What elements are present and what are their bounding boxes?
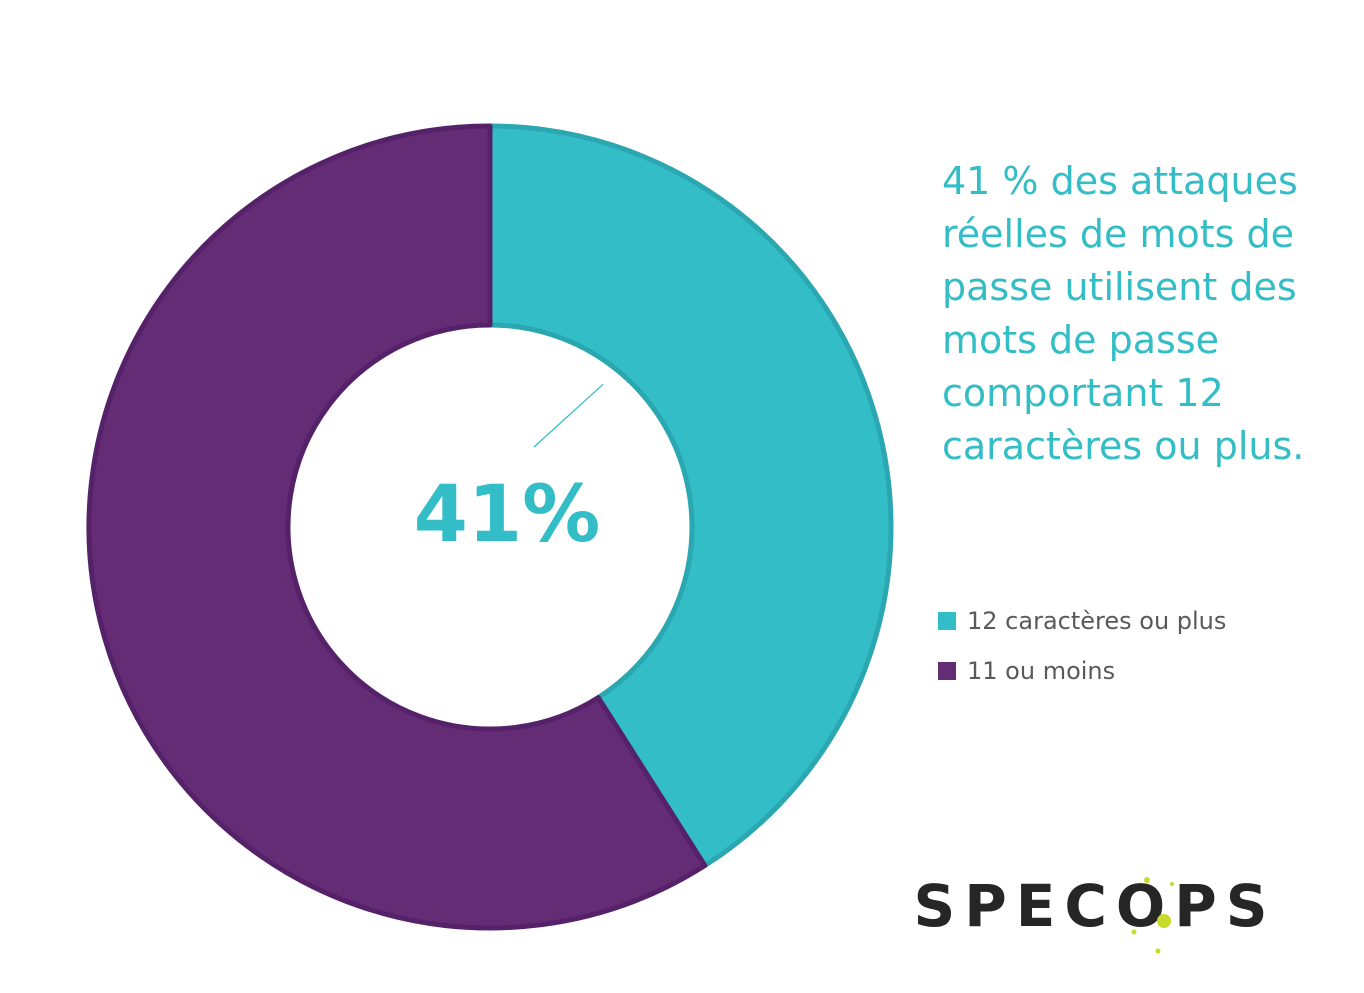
logo-dot-icon: [1170, 882, 1174, 886]
donut-slice-11-minus: [86, 123, 708, 931]
leader-line: [533, 383, 604, 448]
legend-swatch-11-minus: [938, 662, 956, 680]
legend-item-11-minus: 11 ou moins: [938, 646, 1226, 696]
logo-accent-dots-icon: [1131, 877, 1174, 954]
legend-label-12-plus: 12 caractères ou plus: [967, 607, 1227, 635]
chart-legend: 12 caractères ou plus 11 ou moins: [938, 596, 1226, 696]
legend-swatch-12-plus: [938, 612, 956, 630]
center-value-label: 41%: [414, 470, 601, 560]
specops-logo: SPECOPS: [913, 872, 1276, 954]
legend-label-11-minus: 11 ou moins: [967, 657, 1116, 685]
callout-text: 41 % des attaques réelles de mots de pas…: [942, 159, 1305, 468]
logo-dot-icon: [1144, 877, 1150, 883]
logo-dot-icon: [1131, 929, 1137, 935]
legend-item-12-plus: 12 caractères ou plus: [938, 596, 1226, 646]
donut-slice-12-plus: [487, 123, 894, 869]
logo-dot-icon: [1155, 948, 1161, 954]
logo-dot-icon: [1157, 914, 1171, 928]
specops-logo-text: SPECOPS: [913, 872, 1276, 940]
donut-slices: [86, 123, 894, 931]
